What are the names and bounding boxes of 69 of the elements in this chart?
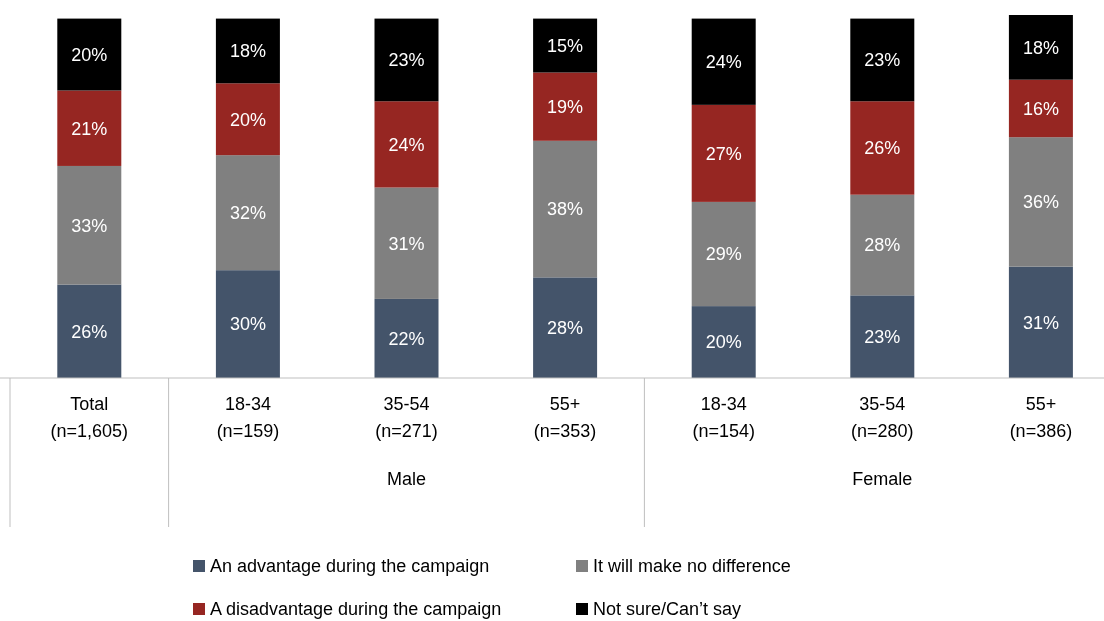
bar [1008,266,1073,378]
bar [57,18,122,91]
bar [533,18,598,73]
bar [215,18,280,84]
data-label: 26% [71,321,108,342]
data-label: 32% [229,202,266,223]
data-label: 22% [388,328,425,349]
data-label: 23% [864,326,901,347]
x-tick-label: Total (n=1,605) [50,394,129,441]
bar [533,277,598,378]
data-label: 31% [1022,312,1059,333]
data-label: 16% [1022,98,1059,119]
data-label: 23% [388,50,425,71]
bar [374,18,439,102]
x-tick-label: 55+ (n=353) [533,394,597,441]
data-label: 38% [547,199,584,220]
bar [215,270,280,378]
bar [374,298,439,378]
data-label: 20% [229,109,266,130]
data-label: 27% [705,143,742,164]
data-label: 30% [229,314,266,335]
data-label: 28% [864,235,901,256]
bar [850,18,915,102]
bar [215,155,280,271]
bar [57,284,122,378]
x-tick-label: 18-34 (n=154) [692,394,755,441]
bar [57,90,122,166]
legend-label: A disadvantage during the campaign [210,599,502,620]
x-tick-label: 55+ (n=386) [1009,394,1073,441]
data-label: 21% [71,118,108,139]
bar [215,83,280,156]
x-tick-label: 35-54 (n=280) [851,394,914,441]
bar [374,101,439,188]
bar [691,104,756,202]
bar [850,295,915,378]
data-label: 33% [71,215,108,236]
bar [374,187,439,299]
x-tick-label: 18-34 (n=159) [216,394,280,441]
data-label: 28% [547,317,584,338]
data-label: 15% [547,35,584,56]
legend-label: Not sure/Can’t say [593,599,742,620]
data-label: 18% [229,41,266,62]
bar [533,72,598,141]
bar [691,306,756,378]
data-label: 24% [705,52,742,73]
bar [691,18,756,105]
bar [850,101,915,195]
data-label: 29% [705,244,742,265]
legend-label: An advantage during the campaign [210,556,490,577]
bar [1008,137,1073,267]
bar [57,165,122,285]
data-label: 19% [547,96,584,117]
data-label: 31% [388,233,425,254]
bar [533,140,598,278]
bar [691,201,756,307]
text: Female [852,469,913,489]
data-label: 20% [71,44,108,65]
text: Male [386,469,427,489]
bar [1008,79,1073,138]
data-label: 23% [864,50,901,71]
bar [850,194,915,296]
data-label: 26% [864,138,901,159]
x-tick-label: 35-54 (n=271) [375,394,438,441]
data-label: 36% [1022,192,1059,213]
data-label: 20% [705,332,742,353]
legend-label: It will make no difference [593,556,791,577]
data-label: 18% [1022,37,1059,58]
bar [1008,15,1073,80]
data-label: 24% [388,134,425,155]
